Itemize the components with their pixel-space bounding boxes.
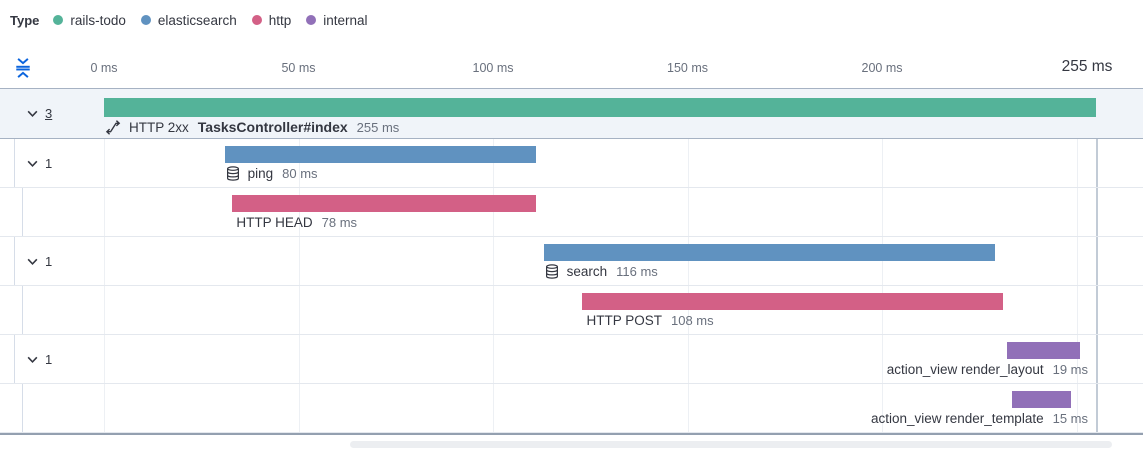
legend-item-label: http — [268, 12, 292, 28]
span-name: action_view render_template — [870, 411, 1044, 426]
legend-dot-icon — [251, 15, 262, 25]
span-bar[interactable] — [582, 293, 1003, 310]
legend-item-label: elasticsearch — [157, 12, 237, 28]
gridline — [104, 88, 105, 433]
waterfall-row-transaction[interactable]: 3 HTTP 2xx TasksController#index 255 ms — [0, 88, 1143, 139]
legend-item-label: internal — [323, 12, 368, 28]
timeline-axis: 0 ms 50 ms 100 ms 150 ms 200 ms 255 ms — [0, 52, 1143, 88]
span-label: action_view render_template 15 ms — [871, 411, 1088, 426]
duration-label: 80 ms — [282, 166, 318, 181]
duration-label: 116 ms — [616, 264, 658, 279]
chevron-down-icon — [27, 160, 38, 167]
fold-icon — [16, 58, 30, 78]
merge-icon — [105, 119, 121, 135]
span-label: HTTP POST 108 ms — [586, 313, 713, 328]
axis-tick: 50 ms — [281, 61, 316, 75]
horizontal-scrollbar[interactable] — [350, 441, 1112, 448]
chevron-down-icon — [27, 258, 38, 265]
waterfall-grid: 3 HTTP 2xx TasksController#index 255 ms — [0, 88, 1143, 435]
database-icon — [226, 166, 240, 181]
chevron-down-icon — [27, 110, 38, 118]
legend-item-label: rails-todo — [70, 12, 126, 28]
legend-item-rails-todo[interactable]: rails-todo — [53, 13, 126, 28]
child-count: 3 — [45, 106, 53, 121]
span-bar[interactable] — [232, 195, 536, 212]
accordion-toggle[interactable]: 3 — [26, 89, 52, 138]
span-label: ping 80 ms — [226, 166, 318, 181]
database-icon — [545, 264, 559, 279]
gridline — [298, 88, 300, 433]
waterfall-row-span[interactable]: action_view render_template 15 ms — [0, 384, 1143, 433]
indent-guide — [14, 139, 15, 187]
accordion-toggle[interactable]: 1 — [26, 335, 52, 383]
trace-end-line — [1096, 88, 1098, 433]
axis-tick: 150 ms — [667, 61, 709, 75]
gridline — [1076, 88, 1078, 433]
transaction-name: TasksController#index — [197, 119, 348, 135]
waterfall-row-span[interactable]: 1 ping 80 ms — [0, 139, 1143, 188]
span-name: action_view render_layout — [886, 362, 1044, 377]
accordion-toggle[interactable]: 1 — [26, 139, 52, 187]
child-count: 1 — [45, 351, 53, 367]
child-count: 1 — [45, 253, 53, 269]
transaction-label: HTTP 2xx TasksController#index 255 ms — [105, 119, 399, 135]
legend-title: Type — [10, 12, 40, 28]
span-label: HTTP HEAD 78 ms — [236, 215, 357, 230]
axis-tick: 100 ms — [472, 61, 514, 75]
span-name: HTTP POST — [586, 313, 662, 328]
span-bar[interactable] — [543, 244, 995, 261]
waterfall-row-span[interactable]: HTTP POST 108 ms — [0, 286, 1143, 335]
span-name: ping — [247, 166, 274, 181]
duration-label: 15 ms — [1052, 411, 1088, 426]
indent-guide — [22, 286, 23, 334]
indent-guide — [22, 384, 23, 432]
transaction-result: HTTP 2xx — [129, 119, 189, 135]
span-name: HTTP HEAD — [236, 215, 313, 230]
legend-item-internal[interactable]: internal — [306, 12, 368, 28]
indent-guide — [22, 188, 23, 236]
indent-guide — [14, 237, 15, 285]
accordion-toggle[interactable]: 1 — [26, 237, 52, 285]
waterfall-row-span[interactable]: 1 search 116 ms — [0, 237, 1143, 286]
type-legend: Type rails-todo elasticsearch http inter… — [10, 10, 383, 30]
axis-total-duration: 255 ms — [1061, 58, 1113, 75]
span-bar[interactable] — [1006, 342, 1081, 359]
duration-label: 108 ms — [671, 313, 714, 328]
transaction-bar[interactable] — [104, 98, 1096, 117]
axis-tick: 0 ms — [90, 61, 118, 75]
child-count: 1 — [45, 155, 53, 171]
waterfall-row-span[interactable]: HTTP HEAD 78 ms — [0, 188, 1143, 237]
legend-dot-icon — [140, 15, 151, 25]
legend-dot-icon — [306, 15, 317, 25]
legend-item-elasticsearch[interactable]: elasticsearch — [140, 12, 237, 28]
legend-item-http[interactable]: http — [251, 12, 292, 28]
duration-label: 19 ms — [1052, 362, 1088, 377]
legend-dot-icon — [53, 15, 64, 25]
span-bar[interactable] — [224, 146, 536, 163]
fold-all-button[interactable] — [12, 57, 34, 81]
indent-guide — [14, 335, 15, 383]
waterfall-row-span[interactable]: 1 action_view render_layout 19 ms — [0, 335, 1143, 384]
span-label: action_view render_layout 19 ms — [887, 362, 1088, 377]
axis-tick: 200 ms — [861, 61, 903, 75]
span-name: search — [566, 264, 608, 279]
gridline — [493, 88, 495, 433]
span-label: search 116 ms — [545, 264, 658, 279]
chevron-down-icon — [27, 356, 38, 363]
duration-label: 78 ms — [321, 215, 358, 230]
span-bar[interactable] — [1012, 391, 1071, 408]
duration-label: 255 ms — [356, 119, 400, 135]
